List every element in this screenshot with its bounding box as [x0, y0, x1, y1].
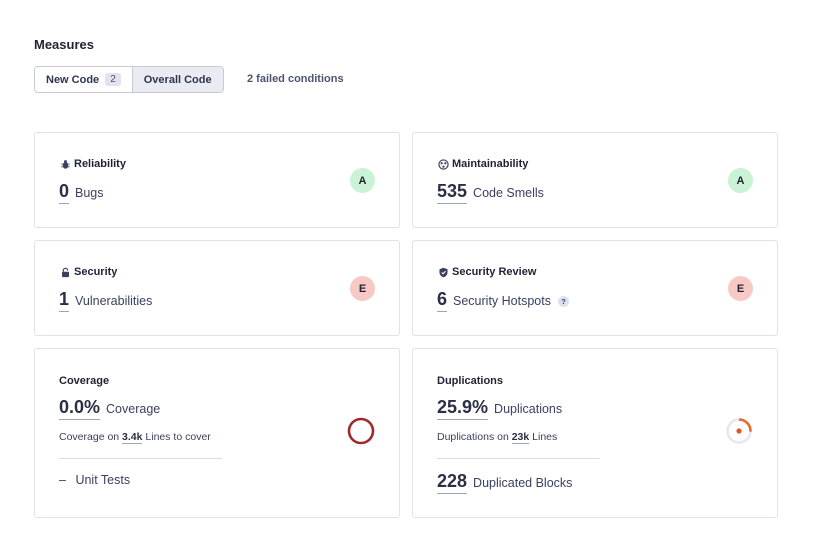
coverage-header: Coverage — [59, 375, 109, 387]
lines-to-cover-prefix: Coverage on — [59, 431, 120, 443]
security-header: Security — [59, 266, 117, 278]
vulnerabilities-count[interactable]: 1 — [59, 289, 70, 312]
new-code-tab[interactable]: New Code 2 — [35, 67, 132, 92]
unit-tests-dash: – — [59, 473, 66, 487]
security-title: Security — [74, 266, 118, 278]
security-hotspots-metric: 6 Security Hotspots ? — [437, 289, 569, 312]
coverage-label: Coverage — [106, 402, 161, 416]
bugs-metric: 0 Bugs — [59, 181, 104, 204]
security-rating[interactable]: E — [350, 276, 375, 301]
failed-conditions-text: 2 failed conditions — [247, 73, 344, 85]
security-review-title: Security Review — [452, 266, 537, 278]
reliability-title: Reliability — [74, 158, 126, 170]
coverage-metric: 0.0% Coverage — [59, 397, 160, 420]
bugs-label: Bugs — [75, 186, 104, 200]
help-icon[interactable]: ? — [557, 296, 569, 307]
code-period-toggle: New Code 2 Overall Code — [34, 66, 224, 93]
duplications-arc — [738, 418, 752, 432]
lines-to-cover-text: Coverage on 3.4k Lines to cover — [59, 431, 211, 444]
duplications-label: Duplications — [494, 402, 563, 416]
coverage-ring — [347, 417, 375, 445]
unit-tests-row: – Unit Tests — [59, 473, 130, 487]
security-review-header: Security Review — [437, 266, 536, 278]
lines-to-cover-count[interactable]: 3.4k — [122, 431, 143, 444]
duplications-center-dot — [736, 428, 742, 434]
bugs-count[interactable]: 0 — [59, 181, 70, 204]
code-smells-count[interactable]: 535 — [437, 181, 468, 204]
shield-icon — [437, 266, 449, 278]
coverage-percent[interactable]: 0.0% — [59, 397, 101, 420]
coverage-title: Coverage — [59, 375, 110, 387]
code-smells-metric: 535 Code Smells — [437, 181, 544, 204]
coverage-card: Coverage 0.0% Coverage Coverage on 3.4k … — [34, 348, 400, 518]
duplications-title: Duplications — [437, 375, 504, 387]
duplicated-blocks-metric: 228 Duplicated Blocks — [437, 471, 572, 494]
overall-code-label: Overall Code — [143, 73, 212, 86]
duplications-header: Duplications — [437, 375, 503, 387]
duplications-donut-icon[interactable] — [725, 417, 753, 445]
duplications-metric: 25.9% Duplications — [437, 397, 562, 420]
new-code-count-badge: 2 — [105, 73, 121, 86]
duplications-card: Duplications 25.9% Duplications Duplicat… — [412, 348, 778, 518]
security-hotspots-label: Security Hotspots — [453, 294, 551, 308]
security-review-card: Security Review 6 Security Hotspots ? E — [412, 240, 778, 336]
maintainability-header: Maintainability — [437, 158, 528, 170]
maintainability-rating[interactable]: A — [728, 168, 753, 193]
maintainability-title: Maintainability — [452, 158, 529, 170]
new-code-label: New Code — [46, 73, 100, 86]
duplicated-lines-text: Duplications on 23k Lines — [437, 431, 558, 444]
duplicated-blocks-count[interactable]: 228 — [437, 471, 468, 494]
duplicated-lines-suffix: Lines — [532, 431, 558, 443]
vulnerabilities-label: Vulnerabilities — [75, 294, 153, 308]
duplicated-blocks-label: Duplicated Blocks — [473, 476, 573, 490]
security-hotspots-count[interactable]: 6 — [437, 289, 448, 312]
reliability-header: Reliability — [59, 158, 126, 170]
page-title: Measures — [34, 37, 94, 52]
maintainability-card: Maintainability 535 Code Smells A — [412, 132, 778, 228]
reliability-rating[interactable]: A — [350, 168, 375, 193]
lock-icon — [59, 266, 71, 278]
maintainability-icon — [437, 158, 449, 170]
duplicated-lines-prefix: Duplications on — [437, 431, 509, 443]
duplicated-lines-count[interactable]: 23k — [511, 431, 530, 444]
reliability-card: Reliability 0 Bugs A — [34, 132, 400, 228]
coverage-divider — [59, 458, 222, 459]
duplications-percent[interactable]: 25.9% — [437, 397, 489, 420]
unit-tests-label: Unit Tests — [75, 473, 131, 487]
security-card: Security 1 Vulnerabilities E — [34, 240, 400, 336]
lines-to-cover-suffix: Lines to cover — [145, 431, 211, 443]
coverage-donut-icon[interactable] — [347, 417, 375, 445]
duplications-divider — [437, 458, 600, 459]
bug-icon — [59, 158, 71, 170]
security-review-rating[interactable]: E — [728, 276, 753, 301]
vulnerabilities-metric: 1 Vulnerabilities — [59, 289, 152, 312]
overall-code-tab[interactable]: Overall Code — [131, 67, 223, 92]
code-smells-label: Code Smells — [473, 186, 544, 200]
